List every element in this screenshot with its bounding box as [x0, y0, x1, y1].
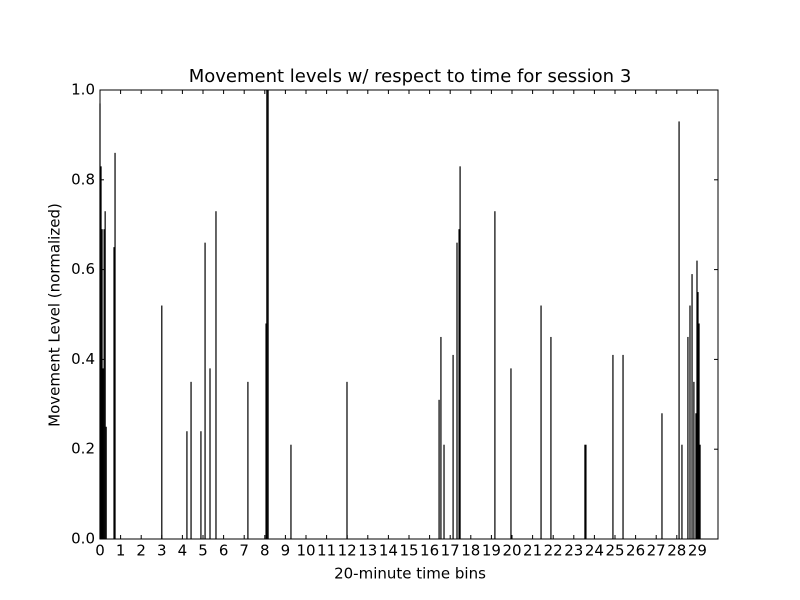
bar: [456, 242, 458, 539]
x-tick-label: 17: [441, 542, 460, 560]
y-tick-label: 0.6: [71, 260, 95, 278]
bar: [689, 305, 691, 539]
bar: [443, 444, 445, 539]
bar: [691, 274, 693, 539]
bar: [440, 336, 442, 539]
x-tick-label: 13: [358, 542, 377, 560]
x-tick-label: 23: [564, 542, 583, 560]
x-tick-label: 15: [399, 542, 418, 560]
x-tick-label: 10: [296, 542, 315, 560]
bar: [585, 444, 587, 539]
bar: [661, 413, 663, 539]
bar: [510, 368, 512, 539]
bar: [101, 229, 103, 539]
bar: [247, 381, 249, 539]
bar: [459, 166, 461, 539]
bar: [698, 323, 700, 539]
bar: [696, 260, 698, 539]
bar: [103, 229, 105, 539]
x-tick-label: 22: [544, 542, 563, 560]
x-axis-label: 20-minute time bins: [334, 565, 486, 583]
plot-frame: [99, 89, 719, 540]
x-tick-label: 26: [626, 542, 645, 560]
bar: [265, 323, 267, 539]
bar: [200, 431, 202, 539]
x-tick-label: 7: [239, 542, 249, 560]
x-tick-label: 3: [157, 542, 167, 560]
bar: [290, 444, 292, 539]
x-tick-label: 5: [198, 542, 208, 560]
bar: [584, 444, 586, 539]
bar: [550, 336, 552, 539]
bar: [622, 354, 624, 539]
x-tick-label: 18: [461, 542, 480, 560]
bar: [104, 211, 106, 540]
bar: [215, 211, 217, 540]
y-tick-label: 0.0: [71, 530, 95, 548]
bar: [105, 426, 107, 539]
y-tick-label: 0.2: [71, 440, 95, 458]
x-tick-label: 9: [281, 542, 291, 560]
bar: [678, 121, 680, 540]
bar: [458, 229, 460, 539]
y-axis-label: Movement Level (normalized): [46, 203, 64, 427]
x-tick-label: 19: [482, 542, 501, 560]
y-tick-label: 0.8: [71, 170, 95, 188]
x-tick-label: 6: [219, 542, 229, 560]
bar: [209, 368, 211, 539]
bar: [186, 431, 188, 539]
bar: [266, 90, 268, 539]
bar: [697, 292, 699, 539]
bar: [114, 152, 116, 540]
bar: [161, 305, 163, 539]
bar: [267, 90, 269, 539]
bar: [346, 381, 348, 539]
bar: [204, 242, 206, 539]
bar: [494, 211, 496, 540]
x-tick-label: 2: [136, 542, 146, 560]
bar: [695, 413, 697, 539]
bar: [190, 381, 192, 539]
bar: [693, 381, 695, 539]
x-tick-label: 24: [585, 542, 604, 560]
bar: [687, 336, 689, 539]
y-tick-label: 1.0: [71, 81, 95, 99]
x-tick-label: 4: [178, 542, 188, 560]
x-tick-label: 0: [95, 542, 105, 560]
bar: [102, 368, 104, 539]
bar: [438, 399, 440, 539]
bar: [699, 444, 701, 539]
x-tick-label: 27: [647, 542, 666, 560]
bar: [612, 354, 614, 539]
x-tick-label: 12: [338, 542, 357, 560]
x-tick-label: 16: [420, 542, 439, 560]
x-tick-label: 11: [317, 542, 336, 560]
bar: [540, 305, 542, 539]
bar: [681, 444, 683, 539]
x-tick-label: 21: [523, 542, 542, 560]
bar: [452, 354, 454, 539]
x-tick-label: 8: [260, 542, 270, 560]
y-tick-label: 0.4: [71, 350, 95, 368]
bar: [100, 166, 102, 539]
x-tick-label: 1: [116, 542, 126, 560]
x-tick-label: 28: [667, 542, 686, 560]
x-tick-label: 25: [605, 542, 624, 560]
x-tick-label: 29: [688, 542, 707, 560]
bar: [113, 247, 115, 539]
chart-title: Movement levels w/ respect to time for s…: [189, 66, 632, 87]
x-tick-label: 20: [502, 542, 521, 560]
x-tick-label: 14: [379, 542, 398, 560]
